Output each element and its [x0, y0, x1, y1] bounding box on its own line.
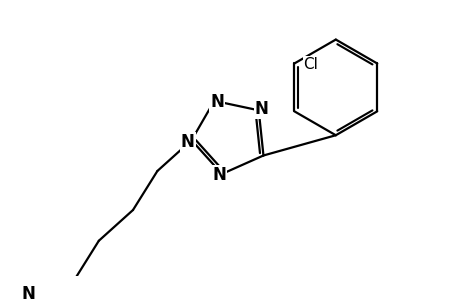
- Text: N: N: [22, 285, 36, 300]
- Text: N: N: [254, 100, 268, 118]
- Text: Cl: Cl: [303, 57, 318, 72]
- Text: N: N: [180, 133, 195, 151]
- Text: N: N: [210, 93, 224, 111]
- Text: N: N: [212, 166, 226, 184]
